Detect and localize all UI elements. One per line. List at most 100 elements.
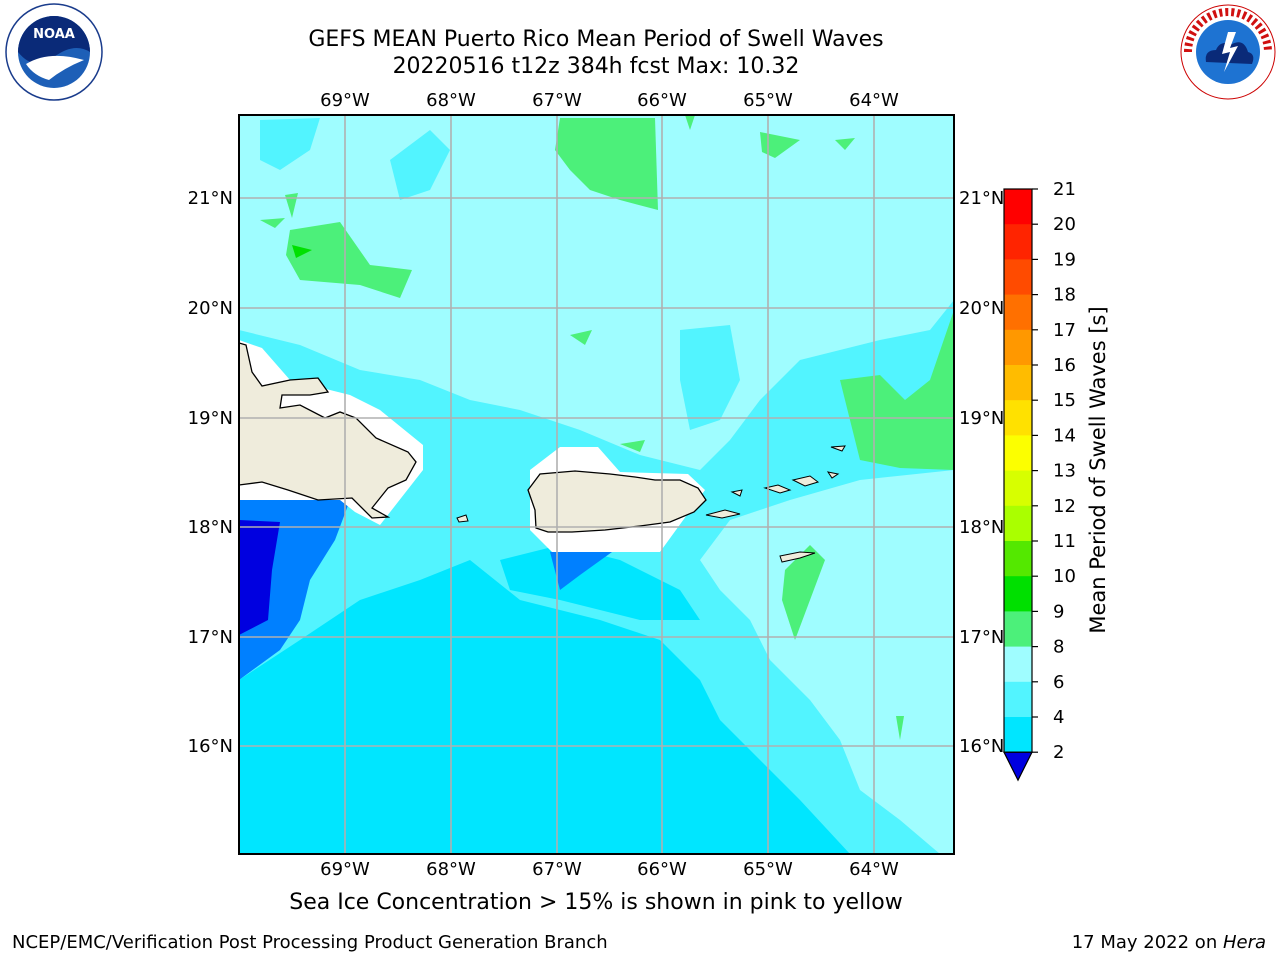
map-title: GEFS MEAN Puerto Rico Mean Period of Swe…	[308, 27, 884, 52]
map-subtitle: 20220516 t12z 384h fcst Max: 10.32	[392, 54, 800, 79]
colorbar-tick-label: 2	[1053, 742, 1064, 763]
lat-label: 18°N	[188, 517, 233, 538]
lat-label: 17°N	[188, 627, 233, 648]
land-virgin-islands-1	[730, 489, 743, 497]
lat-label: 18°N	[959, 517, 1004, 538]
field-4-6-south	[239, 560, 850, 854]
lon-label: 68°W	[426, 90, 476, 111]
lon-label: 69°W	[320, 90, 370, 111]
map-frame	[238, 114, 955, 855]
lat-labels-right: 21°N 20°N 19°N 18°N 17°N 16°N	[959, 188, 1004, 757]
field-9-10-3	[760, 132, 800, 158]
colorbar-segment	[1004, 681, 1032, 718]
colorbar-segment	[1004, 189, 1032, 225]
colorbar-tick-label: 18	[1053, 285, 1076, 306]
lon-label: 65°W	[743, 859, 793, 880]
lon-label: 64°W	[849, 859, 899, 880]
field-9-10-7	[570, 330, 592, 345]
field-9-10-5	[285, 193, 298, 218]
svg-text:NOAA: NOAA	[33, 27, 75, 42]
lat-label: 21°N	[188, 188, 233, 209]
lat-label: 17°N	[959, 627, 1004, 648]
colorbar-segment	[1004, 646, 1032, 683]
colorbar-tick-label: 4	[1053, 707, 1064, 728]
field-9-10-1	[555, 118, 658, 210]
lat-label: 21°N	[959, 188, 1004, 209]
colorbar-label: Mean Period of Swell Waves [s]	[1086, 306, 1110, 633]
colorbar-segment	[1004, 611, 1032, 648]
swell-period-field	[239, 115, 954, 854]
colorbar-segment	[1004, 329, 1032, 366]
colorbar-tick-label: 8	[1053, 637, 1064, 658]
colorbar-tick-label: 16	[1053, 355, 1076, 376]
lat-label: 20°N	[188, 298, 233, 319]
colorbar-tick-label: 15	[1053, 390, 1076, 411]
colorbar-segment	[1004, 224, 1032, 260]
field-9-10-12	[896, 716, 904, 740]
field-9-10-4	[835, 138, 855, 150]
lon-label: 67°W	[532, 90, 582, 111]
colorbar-segment	[1004, 470, 1032, 507]
lon-label: 69°W	[320, 859, 370, 880]
colorbar-segment	[1004, 576, 1032, 612]
field-9-10-8	[620, 440, 645, 452]
lat-label: 16°N	[959, 736, 1004, 757]
colorbar-tick-label: 9	[1053, 601, 1064, 622]
land-virgin-islands-3	[791, 475, 820, 487]
lat-label: 19°N	[188, 408, 233, 429]
field-6-8-north-streak	[260, 118, 320, 170]
lon-label: 64°W	[849, 90, 899, 111]
lon-label: 67°W	[532, 859, 582, 880]
field-8-9-east	[700, 470, 954, 854]
land-st-croix	[779, 551, 816, 563]
land-anegada	[830, 445, 846, 452]
field-9-10-11	[685, 115, 695, 130]
nws-logo	[1180, 4, 1276, 100]
field-9-10-6	[260, 218, 285, 228]
footer-date-text: 17 May 2022 on	[1071, 932, 1223, 953]
colorbar-segment	[1004, 541, 1032, 577]
lon-labels-bottom: 69°W 68°W 67°W 66°W 65°W 64°W	[320, 859, 899, 880]
field-9-10-2	[286, 222, 412, 298]
field-6-8-mid	[680, 325, 740, 430]
colorbar-tick-label: 6	[1053, 672, 1064, 693]
land-virgin-islands-2	[763, 484, 792, 494]
field-10-11	[292, 245, 312, 258]
lon-labels-top: 69°W 68°W 67°W 66°W 65°W 64°W	[320, 90, 899, 111]
footer-date: 17 May 2022 on Hera	[1072, 932, 1266, 953]
colorbar-segment	[1004, 294, 1032, 331]
land-vieques	[705, 509, 741, 519]
field-9-10-9	[840, 310, 954, 470]
colorbar-tick-label: 19	[1053, 249, 1076, 270]
noaa-logo: NOAA	[5, 3, 103, 101]
field-6-8-north-streak-2	[390, 130, 450, 200]
lon-label: 66°W	[637, 90, 687, 111]
colorbar-tick-label: 12	[1053, 496, 1076, 517]
colorbar-segment	[1004, 400, 1032, 436]
land-virgin-islands-4	[826, 471, 840, 479]
colorbar-segment	[1004, 505, 1032, 542]
field-4-6-south-2	[500, 545, 700, 620]
sea-ice-note: Sea Ice Concentration > 15% is shown in …	[289, 890, 903, 915]
footer-machine: Hera	[1222, 932, 1266, 953]
lat-label: 16°N	[188, 736, 233, 757]
colorbar-tick-label: 11	[1053, 531, 1076, 552]
lon-label: 65°W	[743, 90, 793, 111]
colorbar-segment	[1004, 365, 1032, 401]
lat-labels-left: 21°N 20°N 19°N 18°N 17°N 16°N	[188, 188, 233, 757]
colorbar: 21 20 19 18 17 16 15 14 13 12 11 10 9 8 6 4 2	[1003, 179, 1076, 782]
graticule	[239, 115, 954, 854]
lat-label: 19°N	[959, 408, 1004, 429]
field-8-9-north	[239, 115, 954, 470]
colorbar-under-arrow	[1003, 751, 1033, 782]
colorbar-tick-label: 14	[1053, 425, 1076, 446]
field-under-2	[239, 520, 280, 635]
field-9-10-10	[782, 545, 825, 640]
colorbar-tick-label: 10	[1053, 566, 1076, 587]
land-hispaniola	[239, 342, 417, 519]
land-mona-island	[456, 514, 469, 523]
lat-label: 20°N	[959, 298, 1004, 319]
colorbar-segment	[1004, 435, 1032, 472]
lon-label: 66°W	[637, 859, 687, 880]
